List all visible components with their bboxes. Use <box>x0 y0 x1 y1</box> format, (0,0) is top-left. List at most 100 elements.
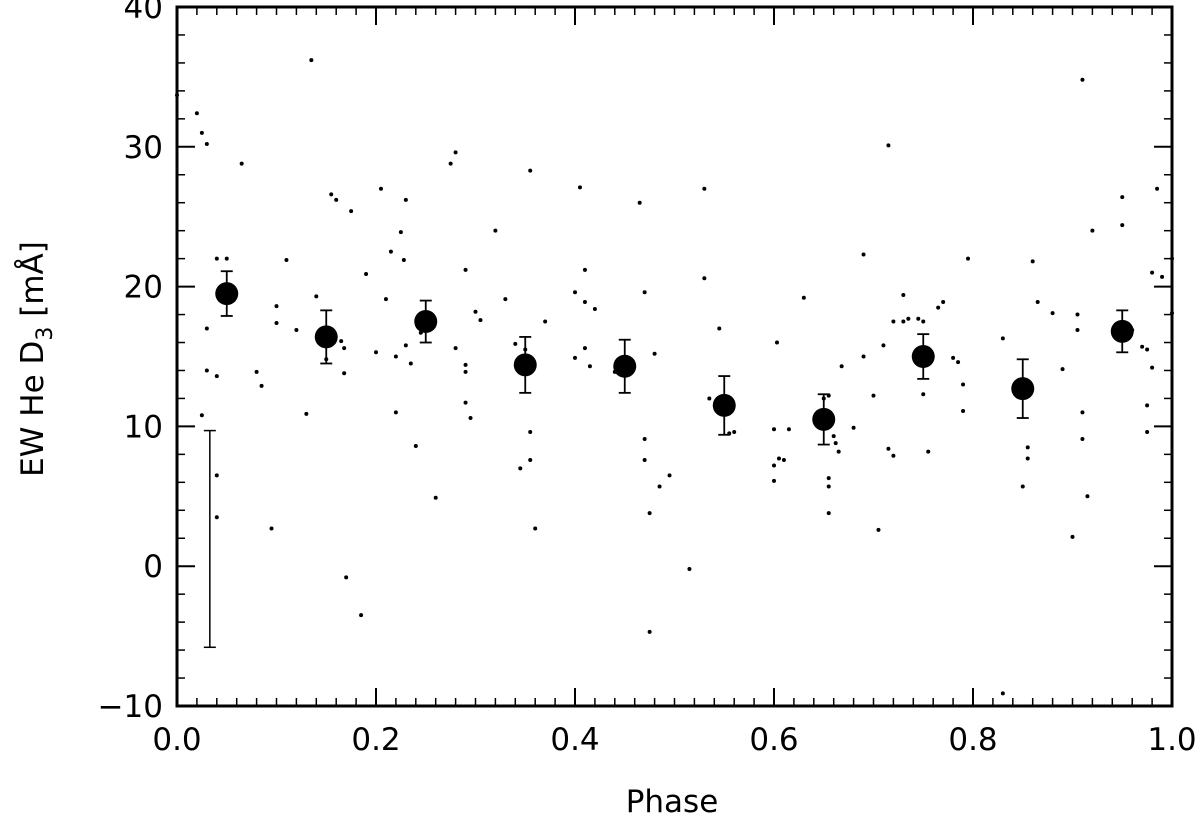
data-point-small <box>1075 327 1080 332</box>
data-point-small <box>1120 195 1125 200</box>
data-point-small <box>786 427 791 432</box>
bin-mean-point <box>215 282 239 306</box>
bin-mean-point <box>513 353 537 377</box>
bin-mean-point <box>1011 377 1035 401</box>
axes: 0.0 0.2 0.4 0.6 0.8 1.0 −10 0 10 20 30 40 <box>98 0 1197 758</box>
data-point-small <box>254 369 259 374</box>
data-point-small <box>284 258 289 263</box>
data-point-small <box>876 527 881 532</box>
data-point-small <box>199 130 204 135</box>
data-point-small <box>342 371 347 376</box>
data-point-small <box>687 566 692 571</box>
data-point-small <box>732 429 737 434</box>
data-point-small <box>1050 311 1055 316</box>
data-point-small <box>582 267 587 272</box>
bin-mean-point <box>712 393 736 417</box>
y-tick-label: 40 <box>124 0 163 26</box>
data-point-small <box>224 256 229 261</box>
data-point-small <box>513 341 518 346</box>
data-point-small <box>1160 274 1165 279</box>
data-point-small <box>448 161 453 166</box>
data-point-small <box>463 267 468 272</box>
data-point-small <box>774 340 779 345</box>
data-point-small <box>961 382 966 387</box>
data-point-small <box>826 511 831 516</box>
data-point-small <box>274 320 279 325</box>
data-point-small <box>836 449 841 454</box>
bin-mean-point <box>314 325 338 349</box>
data-point-small <box>642 457 647 462</box>
data-point-small <box>647 511 652 516</box>
data-point-small <box>916 316 921 321</box>
data-point-small <box>194 111 199 116</box>
x-tick-label: 0.8 <box>948 722 997 758</box>
data-point-small <box>647 629 652 634</box>
bin-mean-point <box>414 310 438 334</box>
data-point-small <box>582 346 587 351</box>
data-point-small <box>334 197 339 202</box>
data-point-small <box>1155 186 1160 191</box>
data-point-small <box>393 410 398 415</box>
data-point-small <box>886 446 891 451</box>
data-point-small <box>1000 336 1005 341</box>
data-point-small <box>1035 299 1040 304</box>
data-point-small <box>1030 259 1035 264</box>
data-point-small <box>364 272 369 277</box>
data-point-small <box>204 326 209 331</box>
data-point-small <box>401 258 406 263</box>
data-point-small <box>592 306 597 311</box>
data-point-small <box>344 575 349 580</box>
data-point-small <box>304 411 309 416</box>
data-point-small <box>702 276 707 281</box>
data-point-small <box>374 350 378 355</box>
data-point-small <box>573 290 577 295</box>
data-point-small <box>772 478 776 483</box>
data-point-small <box>349 209 354 214</box>
data-point-small <box>936 305 941 310</box>
data-point-small <box>269 526 274 531</box>
bin-mean-point <box>812 407 836 431</box>
data-point-small <box>204 142 209 147</box>
data-point-small <box>826 484 831 489</box>
data-point-small <box>881 343 886 348</box>
data-point-small <box>393 354 398 359</box>
data-point-small <box>891 453 896 458</box>
data-point-small <box>214 515 219 520</box>
x-tick-label: 0.0 <box>152 722 201 758</box>
data-point-small <box>951 355 956 360</box>
y-axis-label: EW He D3 [mÅ] <box>15 241 58 477</box>
data-point-small <box>776 456 781 461</box>
data-point-small <box>642 436 647 441</box>
data-point-small <box>1145 347 1150 352</box>
data-point-small <box>772 427 776 432</box>
data-point-small <box>707 396 712 401</box>
data-point-small <box>861 252 866 257</box>
data-point-small <box>1080 436 1085 441</box>
data-point-small <box>274 304 279 309</box>
bin-mean-point <box>911 345 935 368</box>
data-point-small <box>239 161 244 166</box>
data-point-small <box>1120 223 1125 228</box>
data-point-small <box>702 186 707 191</box>
data-point-small <box>214 374 219 379</box>
data-point-small <box>1145 429 1150 434</box>
data-point-small <box>961 409 966 414</box>
data-point-small <box>921 392 926 397</box>
data-point-small <box>503 297 508 302</box>
y-tick-label: −10 <box>98 689 163 725</box>
data-point-small <box>891 319 896 324</box>
data-point-small <box>493 228 498 233</box>
data-point-small <box>463 362 468 367</box>
data-point-small <box>1150 270 1155 275</box>
x-tick-label: 1.0 <box>1147 722 1196 758</box>
data-point-small <box>453 346 458 351</box>
data-point-small <box>378 186 383 191</box>
data-point-small <box>478 318 483 323</box>
data-point-small <box>941 299 946 304</box>
data-point-small <box>587 364 592 369</box>
data-point-small <box>259 383 264 388</box>
data-point-small <box>403 197 408 202</box>
data-point-small <box>956 360 961 365</box>
data-point-small <box>1070 534 1075 539</box>
